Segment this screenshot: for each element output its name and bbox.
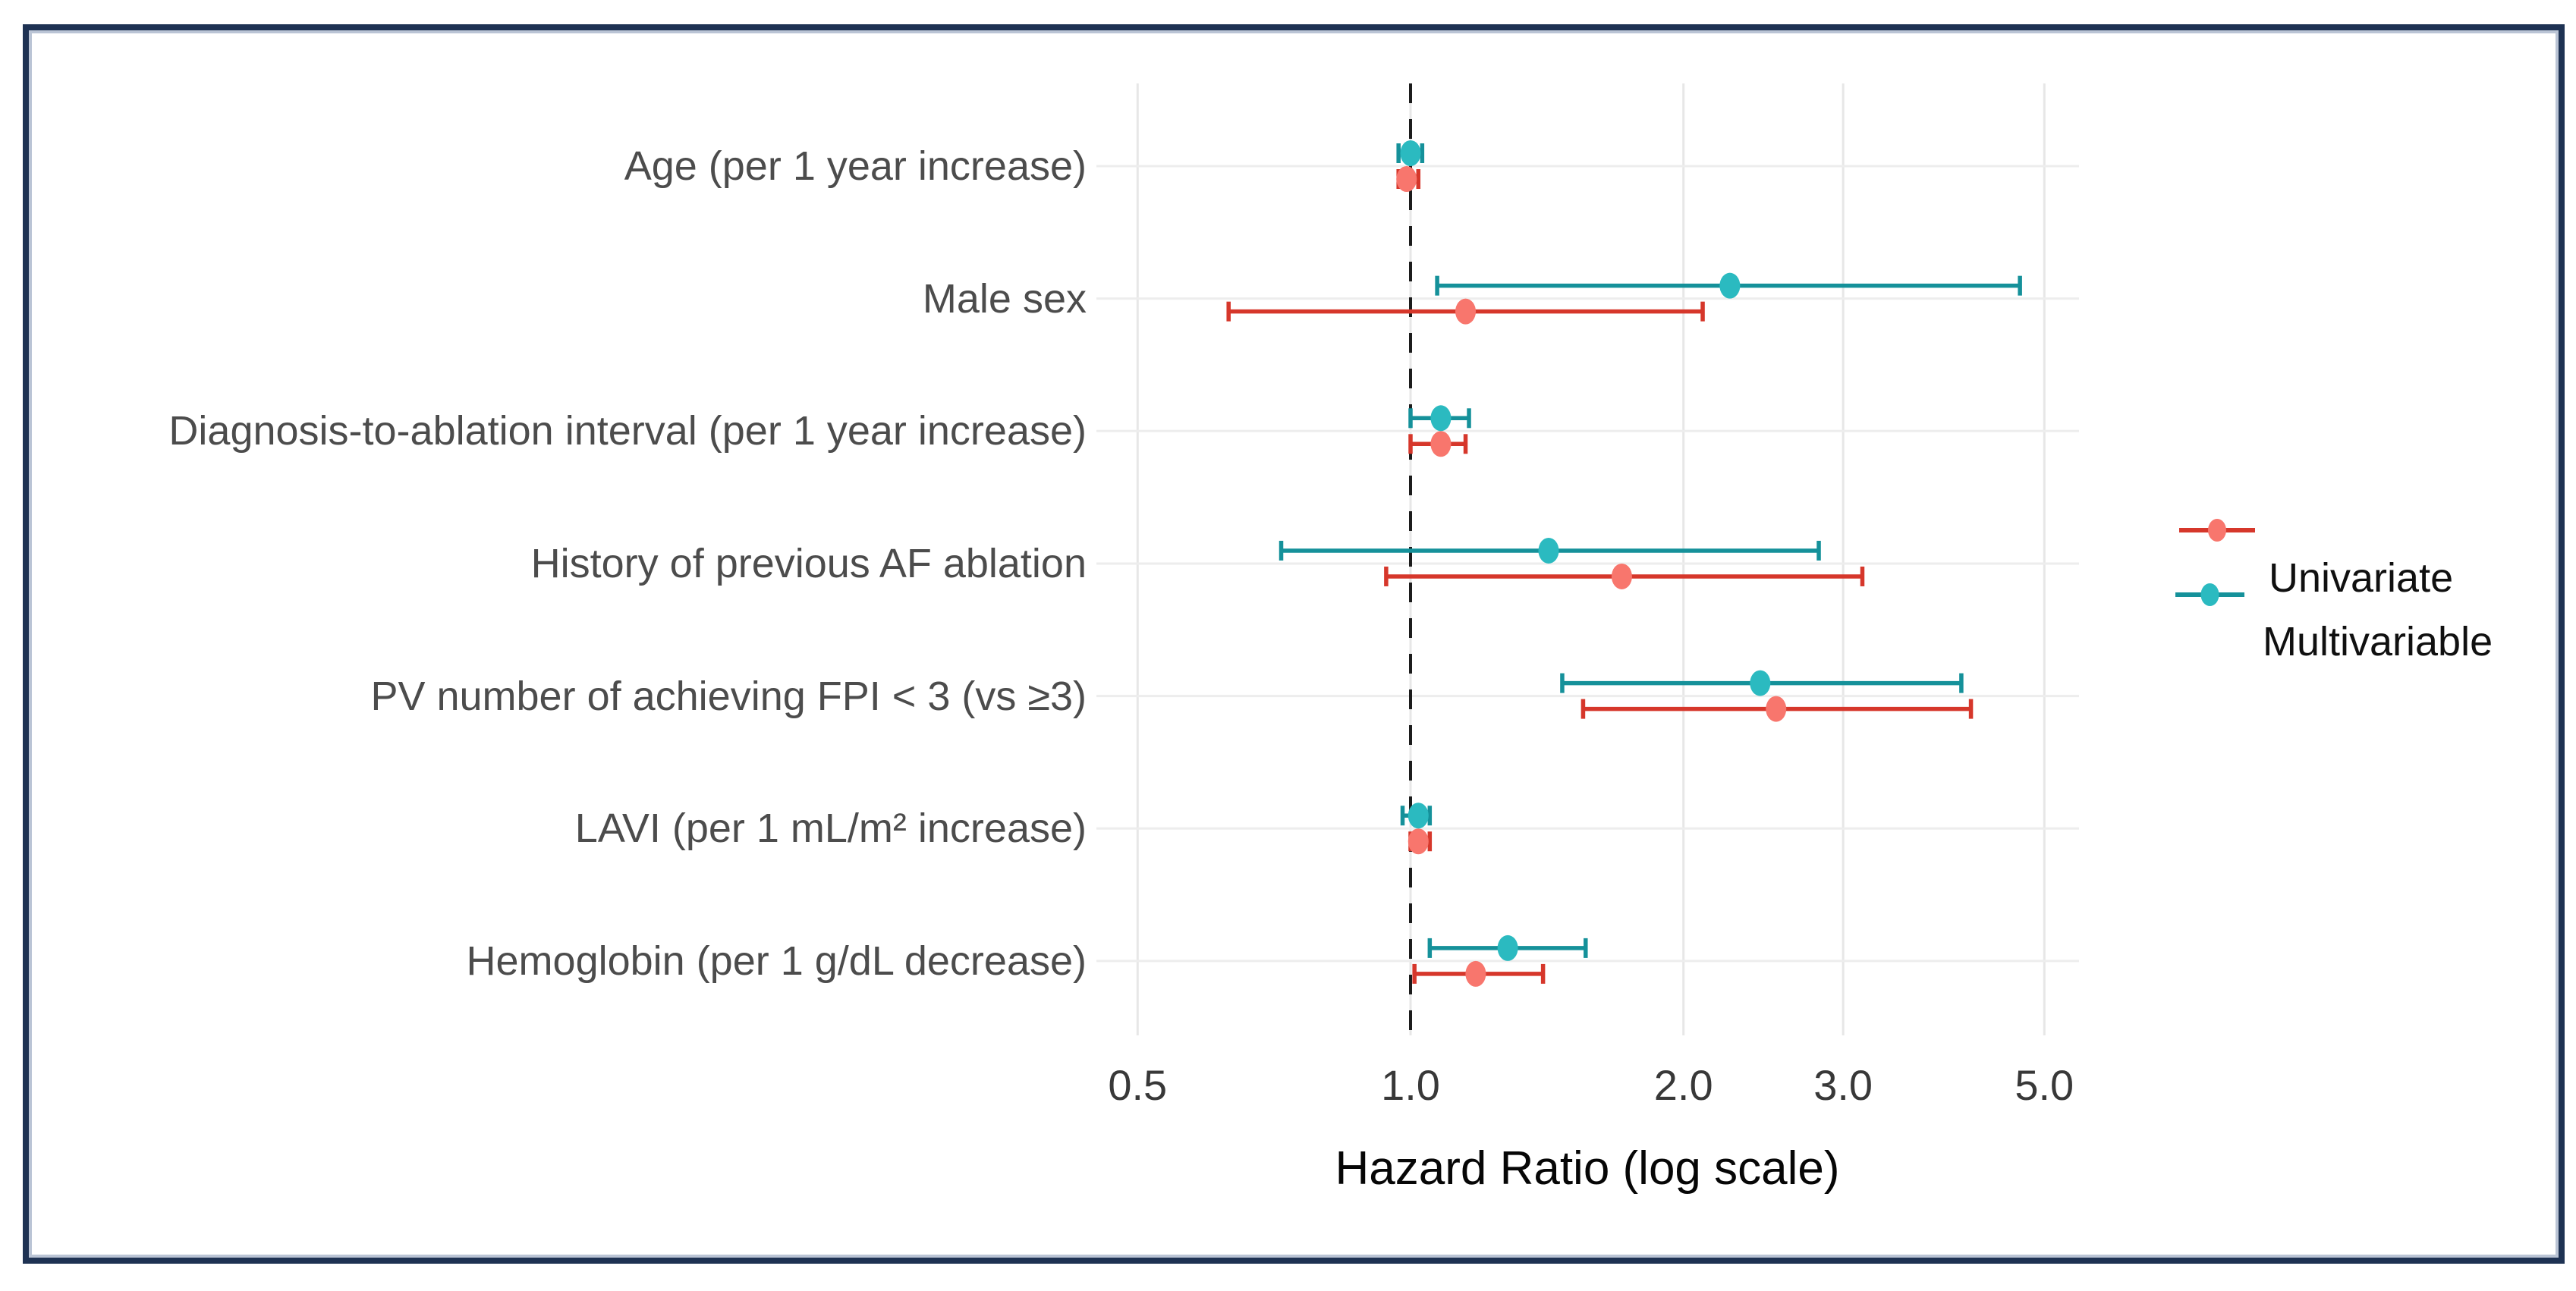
x-axis-tick-label: 5.0: [2015, 1061, 2074, 1109]
y-axis-label: History of previous AF ablation: [530, 540, 1087, 586]
y-axis-label: Male sex: [922, 275, 1087, 322]
multivariable-hr-point: [1497, 934, 1518, 961]
univariate-legend-label: Univariate: [2269, 555, 2454, 601]
y-axis-label: Hemoglobin (per 1 g/dL decrease): [466, 938, 1087, 984]
univariate-hr-point: [1408, 828, 1429, 855]
univariate-hr-point: [1455, 298, 1477, 325]
multivariable-hr-point: [1400, 140, 1421, 166]
y-axis-label: PV number of achieving FPI < 3 (vs ≥3): [370, 673, 1087, 719]
x-axis-title: Hazard Ratio (log scale): [1335, 1142, 1840, 1195]
x-axis-tick-label: 1.0: [1381, 1061, 1440, 1109]
multivariable-legend-label: Multivariable: [2263, 619, 2493, 664]
multivariable-legend-key-point: [2200, 583, 2219, 606]
univariate-hr-point: [1766, 696, 1787, 722]
x-axis-tick-label: 0.5: [1108, 1061, 1168, 1109]
x-axis-tick-label: 2.0: [1653, 1061, 1713, 1109]
y-axis-label: Diagnosis-to-ablation interval (per 1 ye…: [168, 408, 1087, 454]
multivariable-hr-point: [1719, 272, 1741, 299]
univariate-hr-point: [1465, 960, 1486, 987]
y-axis-label: Age (per 1 year increase): [624, 143, 1087, 189]
multivariable-hr-point: [1538, 537, 1559, 564]
univariate-hr-point: [1611, 563, 1632, 589]
multivariable-hr-point: [1408, 803, 1429, 829]
univariate-hr-point: [1430, 431, 1452, 457]
x-axis-tick-label: 3.0: [1813, 1061, 1873, 1109]
multivariable-hr-point: [1750, 670, 1771, 696]
multivariable-hr-point: [1430, 405, 1452, 432]
univariate-legend-key-point: [2208, 519, 2226, 542]
univariate-hr-point: [1396, 166, 1417, 192]
y-axis-label: LAVI (per 1 mL/m² increase): [574, 806, 1087, 852]
